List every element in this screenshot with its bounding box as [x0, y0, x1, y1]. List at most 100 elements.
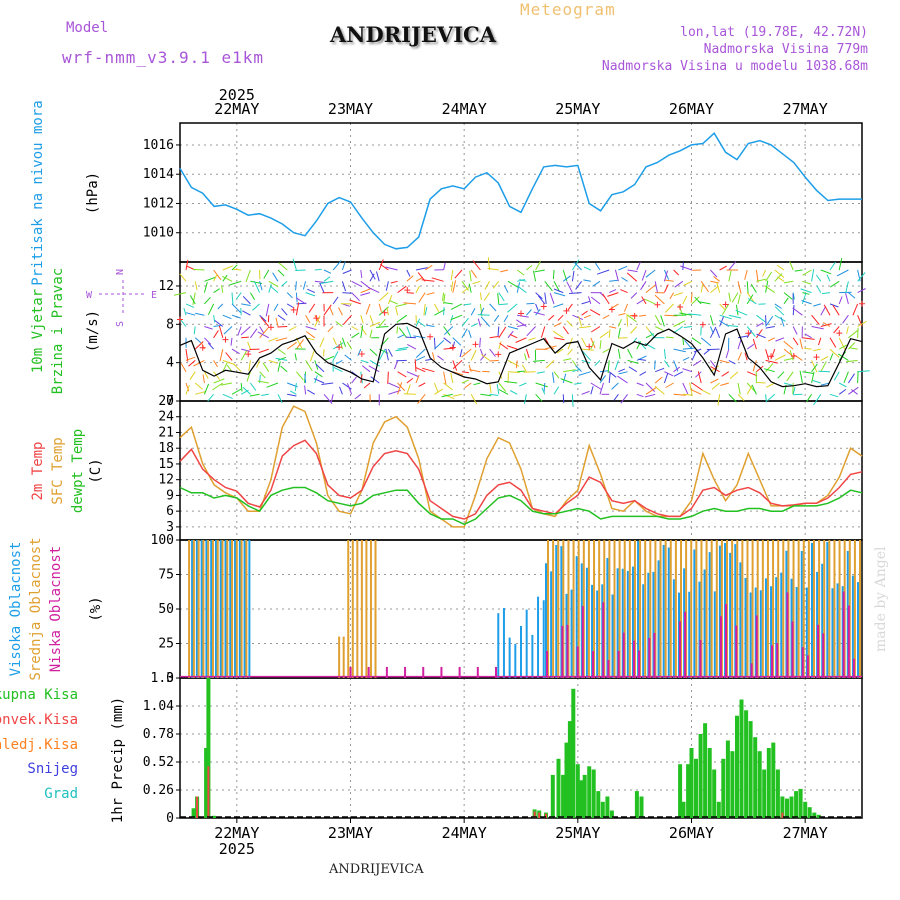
wind-barb: [725, 348, 730, 359]
wind-barb: [848, 329, 859, 339]
wind-barb: [728, 314, 742, 319]
wind-barb: [682, 347, 696, 350]
ytick-label: 0.26: [143, 783, 174, 798]
wind-barb: [823, 304, 831, 316]
wind-barb: [489, 335, 499, 339]
precip-total-bar: [753, 737, 758, 818]
wind-barb: [344, 354, 352, 361]
wind-barb: [581, 300, 591, 305]
temp-unit: (C): [88, 458, 104, 483]
wind-barb: [413, 335, 426, 339]
wind-barb: [249, 382, 257, 391]
wind-barb: [728, 270, 732, 282]
wind-barb: [369, 269, 376, 280]
wind-barb: [654, 376, 663, 384]
wind-barb: [230, 337, 233, 346]
wind-barb: [442, 292, 445, 301]
wind-barb: [636, 393, 644, 398]
wind-barb: [746, 384, 753, 395]
wind-barb: [426, 292, 435, 296]
wind-barb: [461, 371, 470, 374]
wind-barb: [213, 288, 220, 294]
wind-barb: [526, 302, 535, 305]
wind-barb: [499, 342, 509, 350]
wind-barb: [679, 312, 693, 316]
wind-barb: [277, 326, 288, 328]
precip-total-bar: [600, 801, 605, 818]
model-elevation-label: Nadmorska Visina u modelu 1038.68m: [601, 59, 868, 74]
ytick-label: 1014: [143, 167, 174, 182]
wind-barb: [281, 308, 288, 316]
wind-barb: [450, 281, 454, 291]
wind-barb: [341, 281, 347, 292]
wind-barb: [443, 371, 447, 385]
wind-barb: [304, 373, 307, 384]
wind-barb: [380, 263, 389, 271]
wind-barb: [263, 269, 270, 279]
wind-barb: [665, 382, 674, 388]
wind-barb: [257, 380, 269, 384]
wind-barb: [607, 292, 619, 297]
wind-barb: [688, 313, 702, 316]
wind-speed-line: [179, 322, 863, 388]
wind-barb: [719, 265, 728, 271]
precip-total-bar: [639, 796, 644, 818]
precip-total-bar: [596, 791, 601, 818]
wind-barb: [521, 364, 527, 372]
wind-barb: [323, 355, 335, 361]
wind-barb: [259, 281, 263, 291]
wind-barb: [756, 381, 766, 384]
wind-barb: [305, 292, 316, 297]
wind-barb: [247, 341, 251, 350]
wind-barb: [385, 348, 389, 361]
wind-barb: [504, 380, 518, 384]
wind-barb: [534, 269, 545, 273]
wind-barb: [252, 303, 260, 311]
wind-barb: [665, 336, 674, 339]
wind-barb: [256, 360, 261, 368]
wind-barb: [396, 326, 399, 334]
wind-barb: [532, 270, 537, 282]
wind-barb: [213, 324, 221, 327]
wind-barb: [395, 348, 407, 352]
wind-barb: [193, 359, 205, 367]
wind-barb: [268, 280, 279, 288]
wind-barb: [535, 382, 548, 388]
wind-barb: [590, 382, 602, 390]
wind-barb: [275, 317, 279, 327]
wind-barb: [443, 307, 445, 316]
wind-barb: [751, 384, 757, 395]
precip-total-bar: [812, 812, 817, 818]
wind-barb: [295, 292, 298, 303]
wind-barb: [680, 265, 693, 271]
wind-barb: [737, 281, 742, 294]
wind-barb: [674, 280, 684, 288]
wind-barb: [563, 358, 572, 361]
wind-unit: (m/s): [85, 310, 101, 352]
bottom-day-label: 26MAY: [669, 824, 714, 842]
wind-barb: [204, 276, 217, 282]
gust-marker: [495, 351, 502, 358]
wind-barb: [500, 269, 509, 273]
wind-barb: [260, 316, 270, 327]
wind-barb: [287, 393, 297, 397]
compass-w: W: [86, 290, 93, 301]
wind-barb: [248, 360, 251, 372]
wind-barb: [286, 303, 294, 308]
wind-barb: [313, 378, 325, 384]
wind-barb: [240, 350, 248, 361]
wind-barb: [717, 394, 721, 406]
wind-barb: [424, 307, 428, 316]
wind-barb: [507, 359, 520, 367]
wind-barb: [406, 371, 419, 377]
wind-barb: [608, 289, 617, 294]
wind-barb: [498, 389, 509, 395]
precip-total-bar: [678, 764, 683, 818]
wind-barb: [641, 296, 647, 305]
wind-barb: [553, 292, 566, 297]
wind-barb: [579, 326, 591, 329]
wind-barb: [599, 331, 609, 339]
wind-barb: [481, 354, 490, 361]
wind-barb: [654, 314, 661, 326]
wind-barb: [450, 303, 463, 310]
